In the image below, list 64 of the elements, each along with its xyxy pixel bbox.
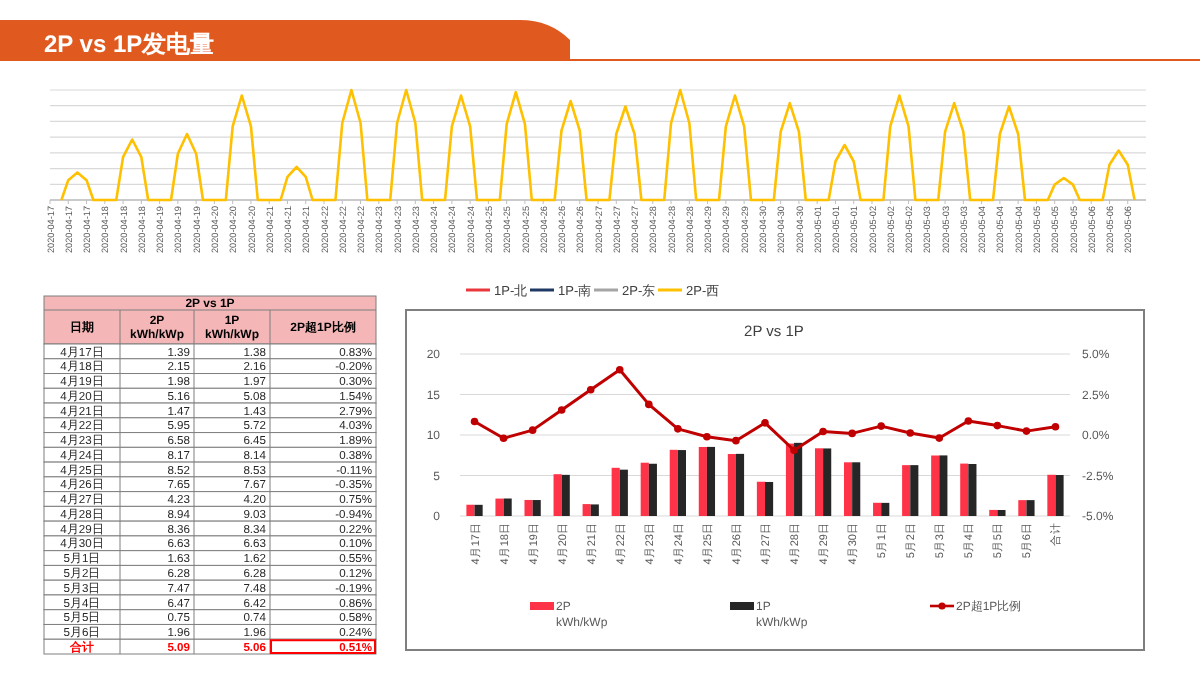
bar	[939, 455, 948, 516]
bar	[989, 509, 998, 516]
bar	[503, 498, 512, 516]
point	[993, 421, 1002, 430]
bar	[960, 463, 969, 516]
bar	[902, 465, 911, 516]
point	[470, 417, 479, 426]
bar	[735, 453, 745, 516]
point	[761, 419, 769, 427]
point	[790, 446, 798, 455]
bar	[706, 446, 716, 516]
point	[732, 436, 740, 445]
bar	[619, 469, 628, 516]
bar	[968, 464, 977, 516]
bar	[474, 504, 483, 516]
bar	[765, 481, 774, 516]
bar	[785, 443, 795, 516]
point	[586, 386, 595, 394]
point	[615, 365, 624, 374]
bar	[756, 481, 765, 516]
point	[848, 429, 856, 438]
bar	[553, 474, 562, 516]
bar	[524, 499, 533, 516]
bar	[823, 448, 832, 516]
bar	[997, 510, 1006, 516]
bar	[794, 442, 803, 516]
bar	[532, 500, 541, 516]
bar	[582, 504, 591, 516]
point	[499, 434, 508, 443]
bar	[590, 504, 599, 516]
bar	[1018, 500, 1027, 516]
bar	[727, 454, 736, 516]
point	[528, 426, 537, 434]
point	[819, 427, 827, 436]
bar	[677, 450, 686, 516]
bar	[466, 504, 475, 516]
bar	[698, 446, 707, 516]
bar	[814, 448, 824, 516]
bar	[844, 462, 853, 516]
bar	[669, 449, 678, 516]
bar	[852, 462, 861, 516]
bar	[1026, 500, 1035, 516]
bar	[611, 467, 620, 516]
chart-title: 2P vs 1P发电量	[44, 30, 215, 58]
bar	[931, 455, 940, 516]
bar	[881, 502, 890, 516]
point	[557, 406, 566, 414]
bar	[640, 462, 649, 516]
bar	[910, 465, 919, 516]
bar	[648, 463, 657, 516]
point	[645, 400, 653, 409]
bar	[1047, 474, 1056, 516]
point	[674, 425, 682, 433]
point	[964, 417, 973, 425]
point	[877, 422, 885, 430]
bar	[561, 474, 570, 516]
point	[1022, 427, 1031, 435]
bar	[873, 502, 882, 516]
bar	[1055, 475, 1064, 516]
point	[703, 432, 711, 441]
point	[1051, 422, 1060, 431]
point	[935, 434, 944, 442]
point	[906, 429, 915, 437]
bar	[495, 498, 504, 516]
